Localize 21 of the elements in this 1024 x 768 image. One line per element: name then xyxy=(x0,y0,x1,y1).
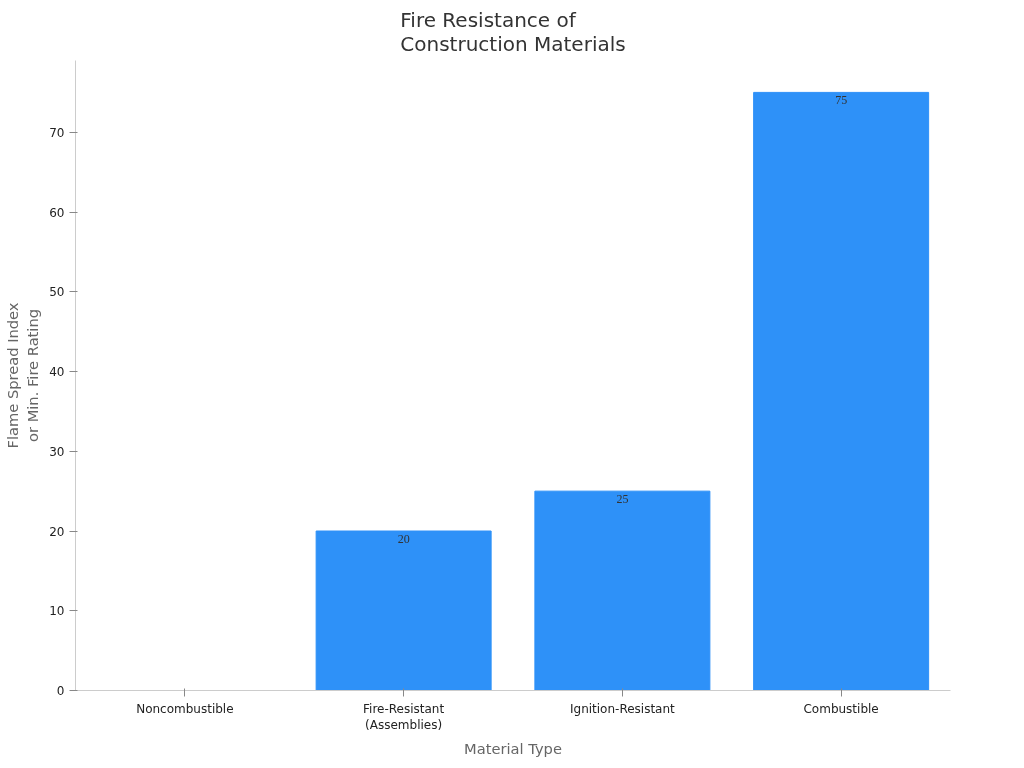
x-tick-label: Ignition-Resistant xyxy=(569,701,676,716)
y-tick-label: 0 xyxy=(56,684,65,698)
bar xyxy=(534,490,711,691)
bar xyxy=(315,530,492,691)
x-axis-title: Material Type xyxy=(464,740,562,758)
data-label: 75 xyxy=(835,93,848,108)
x-tick-label: Combustible xyxy=(803,701,879,716)
y-tick-label: 50 xyxy=(49,285,65,300)
y-tick-label: 20 xyxy=(49,524,65,539)
y-tick-label: 70 xyxy=(49,125,65,140)
y-tick-label: 30 xyxy=(49,444,65,459)
y-tick-label: 10 xyxy=(49,604,65,619)
bar xyxy=(753,91,930,691)
y-tick-label: 40 xyxy=(49,365,65,380)
x-tick-label: Noncombustible xyxy=(136,701,234,716)
data-label: 20 xyxy=(397,532,410,547)
data-label: 25 xyxy=(616,492,629,507)
y-tick-label: 60 xyxy=(49,205,65,220)
x-tick-label: Fire-Resistant (Assemblies) xyxy=(363,701,445,733)
y-axis-title: Flame Spread Index or Min. Fire Rating xyxy=(3,302,42,449)
chart-title: Fire Resistance of Construction Materials xyxy=(400,7,626,56)
